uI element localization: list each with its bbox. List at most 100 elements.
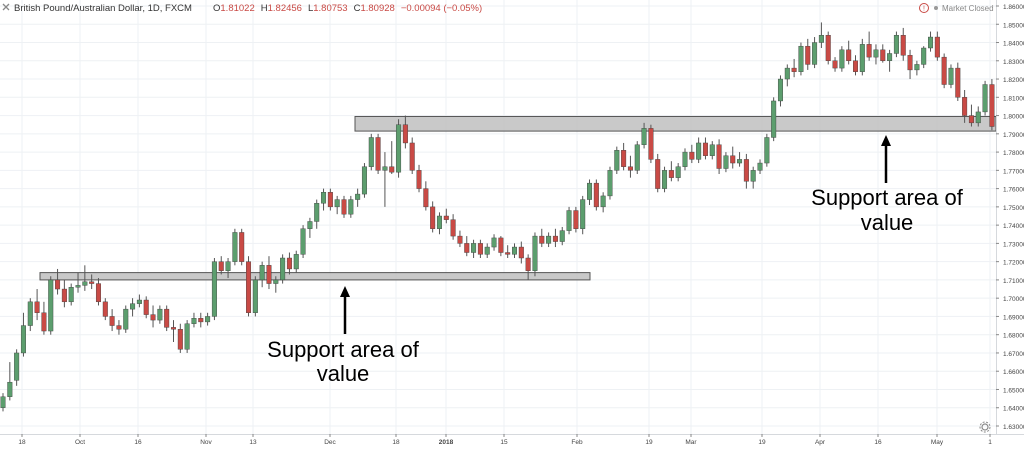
annotation-right-line1: Support area of [811,185,964,210]
candle-body [68,287,74,303]
candle-body [600,195,606,208]
candle-down [402,115,408,149]
candle-up [157,305,163,324]
candle-body [798,45,804,72]
candle-body [211,261,217,317]
candle-down [389,141,395,174]
candle-body [948,67,954,85]
candle-body [580,199,586,229]
candle-up [580,195,586,235]
candle-body [873,49,879,58]
candle-up [232,228,238,266]
candle-body [361,166,367,195]
candle-up [491,234,497,251]
symbol-title[interactable]: British Pound/Australian Dollar, 1D, FXC… [14,3,192,14]
candle-body [921,47,927,65]
candle-up [921,46,927,69]
candle-body [532,235,538,271]
candle-body [641,128,647,145]
candle-up [859,38,865,76]
high-label: H [261,3,268,14]
candle-body [887,53,893,61]
candle-body [805,45,811,65]
candle-body [737,159,743,164]
candle-body [893,35,899,54]
candle-body [355,193,361,200]
time-axis[interactable]: 18 Oct 16 Nov 13 Dec 18 2018 15 Feb 19 Mar 19 Apr 16 Ma… [0,434,1024,446]
price-axis[interactable]: 1.63000 1.64000 1.65000 1.66000 1.67000 1.680… [996,0,1024,452]
time-tick-label: Dec [324,439,336,446]
candle-body [880,49,886,61]
candle-body [518,246,524,259]
candle-up [75,272,81,293]
candle-down [430,201,436,233]
candle-down [341,195,347,218]
symbol-menu-icon[interactable] [2,3,10,11]
candle-body [116,325,122,330]
candle-body [286,257,292,270]
candle-up [484,243,490,258]
candle-body [218,261,224,271]
gear-icon[interactable] [979,421,991,433]
price-tick-label: 1.79000 [1003,132,1024,139]
candle-up [975,106,981,127]
close-label: C [354,3,361,14]
candle-down [539,228,545,248]
candle-up [757,159,763,174]
annotation-left-line2: value [317,361,370,386]
market-status: Market Closed [942,4,994,13]
candle-body [771,100,777,138]
time-tick-label: Mar [685,439,697,446]
candle-up [559,226,565,246]
open-value: 1.81022 [220,3,254,14]
candle-up [798,42,804,76]
candle-up [873,44,879,65]
price-tick-label: 1.81000 [1003,95,1024,102]
candle-body [505,252,511,255]
candle-up [777,75,783,107]
candle-down [853,55,859,76]
annotation-left-line1: Support area of [267,337,420,362]
candle-down [525,254,531,280]
open-label: O [213,3,220,14]
candle-up [709,141,715,160]
price-tick-label: 1.75000 [1003,205,1024,212]
candle-up [887,49,893,72]
candle-up [641,122,647,149]
candle-down [55,268,61,295]
price-tick-label: 1.74000 [1003,223,1024,230]
price-tick-label: 1.80000 [1003,114,1024,121]
candle-up [600,192,606,213]
candle-down [866,31,872,61]
candle-up [512,243,518,258]
price-tick-label: 1.76000 [1003,187,1024,194]
candle-body [416,170,422,189]
candle-body [157,308,163,321]
candle-up [259,261,265,288]
candle-body [239,232,245,262]
time-tick-label: Feb [571,439,583,446]
candle-body [607,170,613,197]
candle-up [818,22,824,48]
candle-body [825,35,831,61]
candle-body [7,381,13,397]
svg-text:!: ! [923,6,925,13]
price-tick-label: 1.82000 [1003,77,1024,84]
candle-down [61,279,67,308]
candle-body [280,257,286,281]
candle-up [566,206,572,235]
candle-up [14,349,20,386]
candle-down [518,241,524,264]
alert-icon[interactable]: ! [919,3,929,13]
candle-body [866,44,872,58]
candle-up [662,166,668,193]
candle-down [41,301,47,335]
candle-up [396,119,402,178]
candle-body [791,67,797,72]
price-tick-label: 1.68000 [1003,333,1024,340]
market-status-dot-icon [934,6,938,10]
candle-body [225,261,231,271]
candle-body [928,36,934,49]
